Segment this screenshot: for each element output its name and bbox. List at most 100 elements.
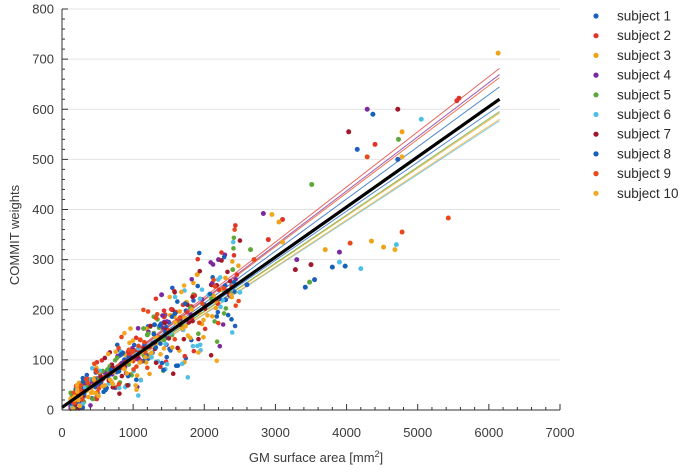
legend-marker [593, 111, 599, 118]
data-point [214, 339, 220, 344]
data-point [190, 343, 196, 349]
data-point [329, 264, 335, 270]
x-tick-label: 5000 [403, 425, 432, 440]
data-point [164, 361, 170, 367]
data-point [182, 301, 188, 306]
legend-label: subject 3 [617, 48, 671, 63]
data-point [119, 373, 125, 379]
data-point [198, 342, 203, 348]
data-point [162, 320, 168, 326]
data-point [189, 276, 195, 282]
axes: 0 100 200 300 400 500 600 700 800 0 1000 2000 3000 40… [32, 2, 574, 441]
data-point [213, 305, 219, 311]
data-point [196, 331, 201, 337]
y-tick-label: 0 [47, 403, 54, 418]
data-point [372, 141, 378, 147]
data-point [153, 315, 159, 321]
data-point [218, 304, 223, 310]
data-point [102, 355, 108, 361]
data-point [292, 267, 298, 273]
data-point [208, 260, 213, 265]
data-point [125, 383, 131, 388]
data-point [116, 381, 122, 387]
data-point [71, 390, 76, 396]
data-point [215, 309, 221, 315]
data-point [116, 385, 122, 391]
data-point [74, 389, 80, 394]
data-point [230, 239, 236, 245]
data-point [117, 391, 122, 396]
data-point [78, 383, 84, 388]
legend-marker [593, 33, 599, 39]
data-point [191, 348, 197, 354]
data-point [228, 292, 234, 298]
data-point [225, 269, 230, 275]
data-point [260, 211, 266, 217]
data-point [154, 311, 160, 317]
data-point [175, 363, 181, 368]
data-point [129, 372, 134, 378]
data-point [364, 154, 370, 160]
legend-label: subject 1 [617, 9, 671, 24]
legend-label: subject 4 [617, 68, 672, 83]
data-point [135, 326, 141, 331]
data-point [185, 375, 191, 380]
data-point [141, 307, 146, 313]
legend: subject 1 subject 2 subject 3 subject 4 subj… [593, 9, 679, 201]
data-point [88, 403, 93, 408]
data-point [175, 345, 180, 351]
data-point [212, 319, 217, 324]
data-point [170, 345, 175, 350]
legend-marker [593, 131, 599, 137]
data-point [233, 223, 238, 228]
data-point [294, 257, 300, 263]
data-point [163, 341, 168, 347]
x-tick-label: 4000 [332, 425, 361, 440]
y-tick-label: 200 [32, 302, 54, 317]
legend-marker [593, 190, 599, 196]
data-point [130, 338, 136, 343]
data-point [169, 314, 175, 320]
data-point [194, 272, 200, 278]
legend-label: subject 7 [617, 127, 671, 142]
data-point [181, 336, 187, 342]
data-point [119, 352, 124, 357]
data-point [145, 331, 151, 336]
y-tick-label: 700 [32, 52, 54, 67]
data-point [133, 377, 139, 383]
data-point [392, 247, 398, 253]
data-point [137, 360, 142, 365]
data-point [212, 284, 218, 289]
data-point [280, 217, 286, 223]
data-point [227, 278, 233, 284]
data-point [133, 383, 138, 388]
x-tick-label: 3000 [261, 425, 290, 440]
data-point [393, 242, 399, 248]
data-point [208, 352, 214, 358]
data-point [151, 322, 157, 328]
legend-label: subject 5 [617, 87, 671, 102]
x-axis-title: GM surface area [mm2] [249, 449, 383, 465]
data-point [211, 277, 216, 283]
data-point [101, 389, 106, 395]
x-tick-label: 7000 [546, 425, 575, 440]
y-axis-title: COMMIT weights [7, 184, 22, 285]
data-point [145, 365, 150, 371]
data-point [234, 272, 240, 278]
data-point [196, 250, 202, 256]
data-point [105, 367, 110, 372]
data-point [418, 116, 424, 122]
data-point [342, 263, 348, 269]
data-point [276, 219, 282, 225]
data-point [184, 309, 190, 315]
data-point [199, 287, 205, 292]
data-point [195, 283, 201, 289]
data-point [161, 308, 167, 313]
data-point [221, 254, 227, 260]
data-point [322, 247, 328, 253]
data-point [128, 326, 133, 331]
data-point [113, 375, 118, 381]
data-point [93, 391, 99, 396]
data-point [396, 136, 402, 142]
data-point [205, 313, 210, 318]
